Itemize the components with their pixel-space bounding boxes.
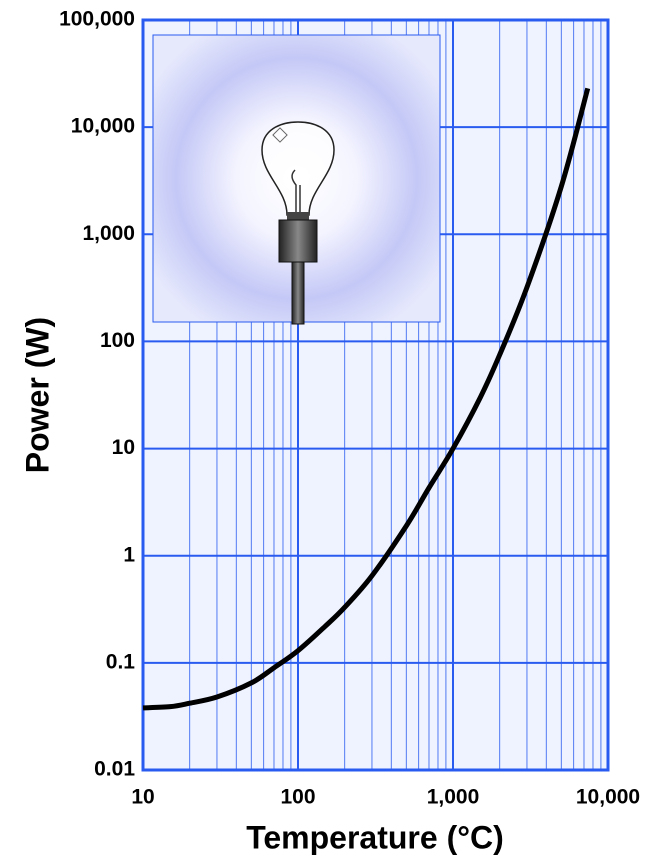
- y-axis-title: Power (W): [19, 317, 55, 473]
- y-tick-label: 100: [100, 329, 135, 352]
- y-tick-label: 100,000: [59, 8, 135, 31]
- y-tick-label: 10: [112, 436, 135, 459]
- x-tick-label: 100: [280, 786, 315, 809]
- y-tick-label: 0.1: [106, 650, 136, 673]
- x-axis-title: Temperature (°C): [246, 819, 504, 855]
- x-tick-label: 1,000: [427, 786, 480, 809]
- inset-illustration: [152, 34, 441, 325]
- y-tick-label: 1,000: [82, 222, 135, 245]
- x-tick-label: 10,000: [576, 786, 640, 809]
- y-tick-label: 1: [123, 543, 135, 566]
- x-tick-label: 10: [131, 786, 154, 809]
- data-line: [142, 87, 591, 711]
- y-tick-label: 10,000: [71, 115, 135, 138]
- plot-frame: [141, 18, 610, 772]
- y-tick-label: 0.01: [94, 758, 135, 781]
